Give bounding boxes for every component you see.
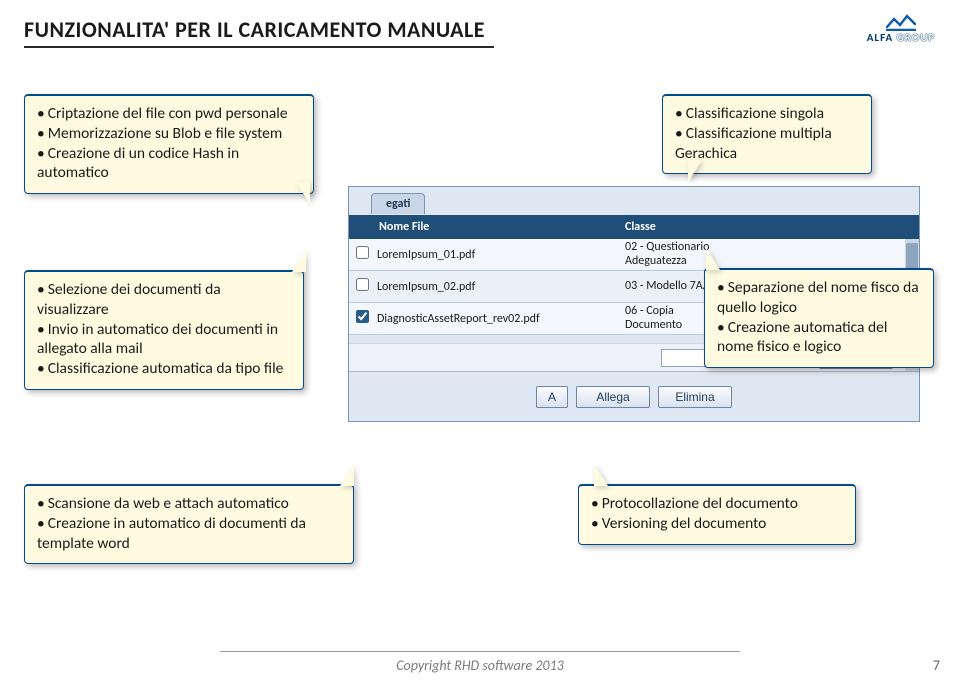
button-a[interactable]: A: [536, 386, 568, 408]
callout-item: Classificazione singola: [675, 104, 859, 124]
table-row[interactable]: LoremIpsum_01.pdf 02 - Questionario Adeg…: [349, 239, 905, 271]
callout-item: Creazione automatica del nome fisico e l…: [717, 318, 921, 358]
cell-filename: LoremIpsum_01.pdf: [375, 248, 617, 262]
copyright: Copyright RHD software 2013: [0, 657, 960, 674]
callout-item: Separazione del nome fisco da quello log…: [717, 278, 921, 318]
callout-bot-left: Scansione da web e attach automatico Cre…: [24, 484, 354, 564]
logo-text-1: ALFA: [867, 31, 893, 44]
callout-tail: [688, 160, 702, 182]
callout-item: Selezione dei documenti da visualizzare: [37, 280, 291, 320]
delete-button[interactable]: Elimina: [658, 386, 732, 408]
logo-icon: [886, 13, 916, 31]
callout-item: Creazione in automatico di documenti da …: [37, 514, 341, 554]
col-header-class: Classe: [617, 220, 919, 234]
col-header-file: Nome File: [349, 220, 617, 234]
cell-filename: DiagnosticAssetReport_rev02.pdf: [375, 312, 617, 326]
panel-footer: A Allega Elimina: [349, 371, 919, 421]
logo-text: ALFA GROUP: [867, 31, 936, 44]
callout-mid-right: Separazione del nome fisco da quello log…: [704, 268, 934, 368]
brand-logo: ALFA GROUP: [854, 8, 948, 48]
callout-mid-left: Selezione dei documenti da visualizzare …: [24, 270, 304, 390]
slide: FUNZIONALITA' PER IL CARICAMENTO MANUALE…: [0, 0, 960, 692]
row-checkbox[interactable]: [349, 310, 375, 327]
row-checkbox[interactable]: [349, 246, 375, 263]
page-title: FUNZIONALITA' PER IL CARICAMENTO MANUALE: [24, 16, 485, 43]
cell-filename: LoremIpsum_02.pdf: [375, 280, 617, 294]
callout-item: Protocollazione del documento: [591, 494, 843, 514]
page-number: 7: [933, 657, 940, 674]
callout-tail: [292, 250, 306, 272]
panel-tab[interactable]: egati: [371, 193, 425, 214]
callout-tail: [594, 464, 608, 486]
footer-rule: [220, 651, 740, 652]
callout-tail: [296, 182, 310, 204]
callout-item: Creazione di un codice Hash in automatic…: [37, 144, 301, 184]
callout-item: Classificazione multipla Gerachica: [675, 124, 859, 164]
callout-bot-right: Protocollazione del documento Versioning…: [578, 484, 856, 545]
callout-item: Criptazione del file con pwd personale: [37, 104, 301, 124]
logo-text-2: GROUP: [897, 31, 936, 44]
callout-item: Scansione da web e attach automatico: [37, 494, 341, 514]
callout-item: Invio in automatico dei documenti in all…: [37, 320, 291, 360]
row-checkbox[interactable]: [349, 278, 375, 295]
callout-item: Memorizzazione su Blob e file system: [37, 124, 301, 144]
callout-tail: [340, 464, 354, 486]
title-underline: [24, 46, 494, 48]
cell-class: 02 - Questionario Adeguatezza: [617, 241, 905, 267]
table-header: Nome File Classe: [349, 215, 919, 239]
callout-item: Versioning del documento: [591, 514, 843, 534]
callout-tail: [706, 248, 720, 270]
callout-item: Classificazione automatica da tipo file: [37, 359, 291, 379]
callout-top-left: Criptazione del file con pwd personale M…: [24, 94, 314, 194]
attach-button[interactable]: Allega: [576, 386, 650, 408]
